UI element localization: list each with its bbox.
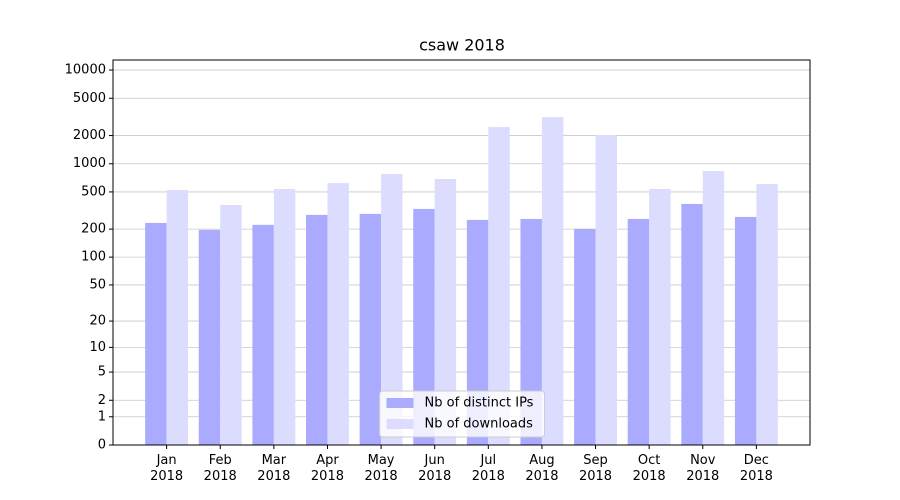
bar bbox=[434, 179, 457, 445]
bar bbox=[359, 213, 382, 445]
bar bbox=[649, 189, 671, 445]
x-tick-label: Oct 2018 bbox=[632, 453, 666, 484]
y-tick-label: 10000 bbox=[65, 63, 106, 78]
y-tick-label: 2000 bbox=[73, 128, 106, 143]
y-tick-label: 100 bbox=[81, 250, 106, 265]
bar bbox=[627, 218, 650, 445]
x-tick-label: May 2018 bbox=[364, 453, 398, 484]
x-tick-label: Dec 2018 bbox=[739, 453, 773, 484]
x-tick-label: Sep 2018 bbox=[578, 453, 613, 484]
bar bbox=[413, 208, 435, 445]
y-tick-label: 5 bbox=[98, 365, 106, 380]
y-tick-label: 1 bbox=[98, 409, 106, 424]
chart-title: csaw 2018 bbox=[419, 36, 505, 55]
bar bbox=[166, 190, 189, 445]
bar bbox=[306, 214, 328, 445]
legend: Nb of distinct IPs Nb of downloads bbox=[379, 390, 545, 438]
y-tick-label: 1000 bbox=[73, 156, 106, 171]
bar bbox=[327, 183, 349, 445]
y-tick-label: 200 bbox=[81, 222, 106, 237]
bar bbox=[145, 222, 167, 445]
bar bbox=[273, 189, 296, 445]
legend-label: Nb of distinct IPs bbox=[425, 396, 534, 411]
y-tick-label: 2 bbox=[98, 393, 106, 408]
bar bbox=[702, 171, 725, 445]
bar bbox=[466, 219, 489, 445]
x-tick-label: Aug 2018 bbox=[525, 453, 559, 484]
y-tick-label: 5000 bbox=[73, 91, 106, 106]
bar bbox=[574, 228, 596, 445]
y-tick-label: 500 bbox=[81, 184, 106, 199]
y-tick-label: 0 bbox=[98, 438, 106, 453]
y-tick-label: 10 bbox=[89, 340, 106, 355]
x-tick-label: Mar 2018 bbox=[257, 453, 291, 484]
bar bbox=[252, 224, 274, 445]
legend-swatch bbox=[386, 419, 414, 429]
legend-frame bbox=[379, 390, 545, 438]
plot-frame bbox=[112, 59, 811, 446]
x-tick-label: Nov 2018 bbox=[686, 453, 720, 484]
bar bbox=[595, 135, 617, 445]
bar bbox=[488, 127, 510, 445]
bar bbox=[198, 229, 221, 445]
x-tick-label: Jul 2018 bbox=[471, 453, 505, 484]
x-tick-label: Feb 2018 bbox=[203, 453, 237, 484]
x-tick-label: Jan 2018 bbox=[150, 453, 184, 484]
y-tick-label: 50 bbox=[89, 277, 106, 292]
bar bbox=[681, 203, 703, 445]
bar bbox=[734, 216, 757, 445]
x-tick-label: Jun 2018 bbox=[418, 453, 452, 484]
bar bbox=[756, 183, 778, 445]
y-tick-label: 20 bbox=[89, 314, 106, 329]
bar bbox=[520, 218, 542, 445]
legend-swatch bbox=[386, 398, 414, 408]
bar bbox=[541, 117, 564, 445]
x-tick-label: Apr 2018 bbox=[310, 453, 344, 484]
bar bbox=[220, 205, 242, 445]
legend-label: Nb of downloads bbox=[425, 417, 534, 432]
bar bbox=[381, 174, 403, 445]
